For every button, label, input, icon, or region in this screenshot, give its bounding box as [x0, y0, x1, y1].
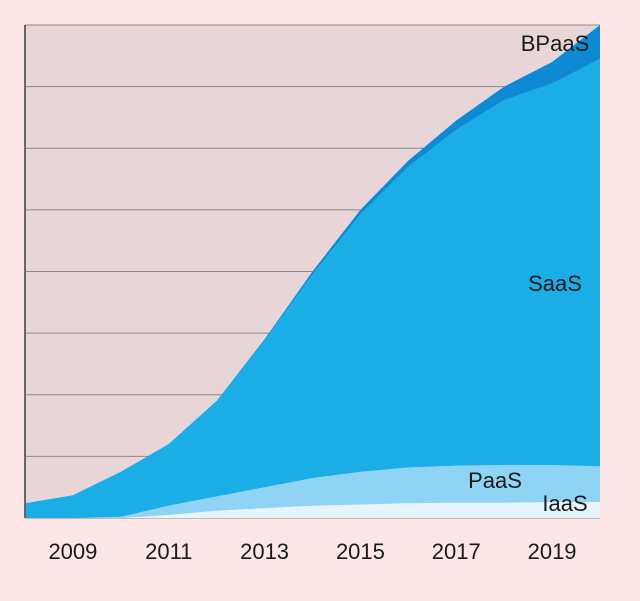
x-tick-label: 2011 — [145, 539, 192, 564]
series-label: PaaS — [468, 468, 522, 493]
area — [25, 465, 600, 518]
x-tick-label: 2015 — [336, 539, 385, 564]
area — [25, 58, 600, 519]
x-tick-label: 2009 — [48, 539, 97, 564]
x-tick-label: 2013 — [240, 539, 289, 564]
x-tick-label: 2019 — [528, 539, 577, 564]
area — [25, 501, 600, 518]
x-tick-label: 2017 — [432, 539, 481, 564]
area — [25, 25, 600, 504]
series-label: IaaS — [542, 491, 587, 516]
series-label: SaaS — [528, 271, 582, 296]
series-label: BPaaS — [521, 31, 590, 56]
